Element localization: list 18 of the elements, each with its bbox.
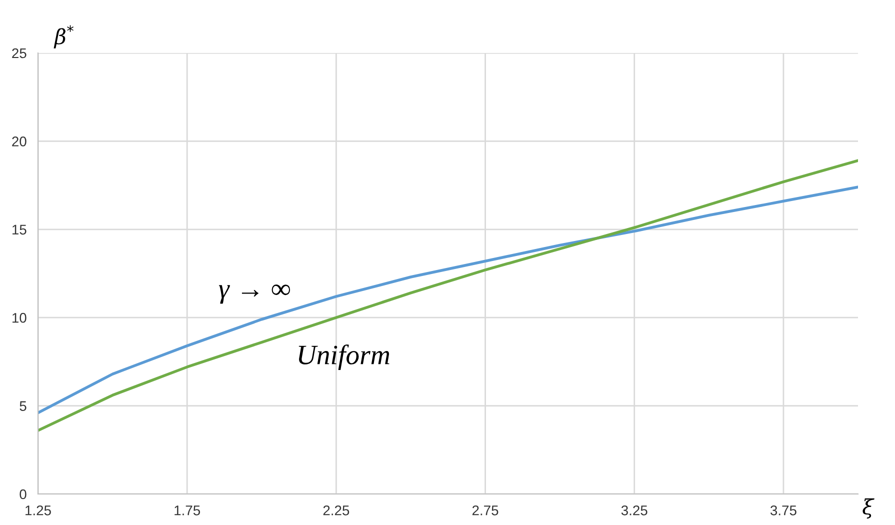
x-tick-label: 3.25 [621, 505, 648, 516]
y-tick-label: 20 [12, 136, 26, 146]
y-tick-label: 25 [12, 48, 26, 58]
y-tick-label: 5 [20, 401, 26, 411]
line-series [38, 186, 858, 414]
x-tick-label: 2.25 [323, 505, 350, 516]
y-tick-label: 0 [20, 489, 26, 500]
x-tick-label: 2.75 [472, 505, 498, 516]
x-tick-label: 1.75 [174, 506, 200, 516]
x-tick-label: 3.75 [770, 505, 796, 516]
y-axis-title: β$^{*}$ [54, 25, 74, 48]
x-axis-title: ξ [862, 498, 874, 519]
annotation: Uniform [298, 344, 390, 370]
x-tick-label: 1.25 [26, 505, 51, 516]
annotation: γ → ∞ [218, 284, 290, 304]
line-series [38, 159, 858, 432]
y-tick-label: 15 [12, 224, 26, 235]
y-tick-label: 10 [12, 312, 26, 323]
